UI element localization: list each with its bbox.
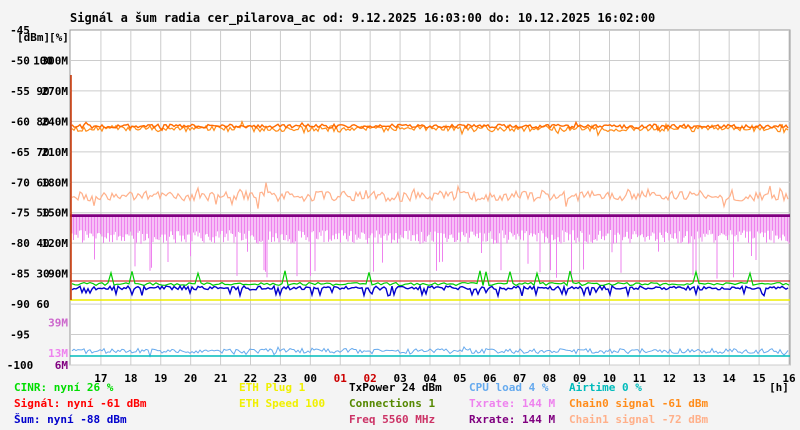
x-tick: 03 bbox=[393, 372, 406, 385]
x-tick: 16 bbox=[782, 372, 796, 385]
x-tick: 19 bbox=[154, 372, 167, 385]
x-tick: 02 bbox=[364, 372, 377, 385]
x-tick: 06 bbox=[483, 372, 497, 385]
series-cpu-load bbox=[71, 345, 789, 358]
legend-item: Rxrate: 144 M bbox=[469, 413, 556, 426]
x-tick: 18 bbox=[124, 372, 137, 385]
y-tick-pct: 60 bbox=[36, 176, 49, 189]
y-tick-dbm: -100 bbox=[7, 359, 34, 372]
y-tick-dbm: -55 bbox=[10, 85, 30, 98]
y-tick-rate: 13M bbox=[48, 347, 68, 360]
y-tick-rate: 240M bbox=[42, 115, 69, 128]
legend-item: Connections 1 bbox=[349, 397, 436, 410]
x-tick: 17 bbox=[94, 372, 107, 385]
y-tick-rate: 6M bbox=[55, 359, 69, 372]
x-tick: 01 bbox=[334, 372, 348, 385]
legend-item: CPU load 4 % bbox=[469, 381, 549, 394]
y-tick-rate: 180M bbox=[42, 176, 69, 189]
x-tick: 10 bbox=[603, 372, 616, 385]
x-tick: 13 bbox=[693, 372, 706, 385]
x-tick: 23 bbox=[274, 372, 287, 385]
legend-item: ETH Speed 100 bbox=[239, 397, 326, 410]
legend-item: Chain1 signal -72 dBm bbox=[569, 413, 709, 426]
legend-item: Chain0 signal -61 dBm bbox=[569, 397, 709, 410]
legend-item: CINR: nyní 26 % bbox=[14, 381, 114, 394]
x-tick: 07 bbox=[513, 372, 526, 385]
x-tick: 11 bbox=[633, 372, 647, 385]
y-unit-pct: [%] bbox=[49, 31, 69, 44]
y-tick-pct: 30 bbox=[36, 268, 49, 281]
y-tick-rate: 90M bbox=[48, 268, 68, 281]
y-tick-pct: 40 bbox=[36, 237, 49, 250]
x-tick: 00 bbox=[304, 372, 317, 385]
legend-item: Šum: nyní -88 dBm bbox=[14, 413, 127, 426]
y-tick-dbm: -75 bbox=[10, 207, 30, 220]
x-tick: 22 bbox=[244, 372, 257, 385]
y-tick-pct: 90 bbox=[36, 85, 49, 98]
x-tick: 05 bbox=[453, 372, 466, 385]
y-tick-rate: 39M bbox=[48, 316, 68, 329]
y-tick-rate: 270M bbox=[42, 85, 69, 98]
legend-item: TxPower 24 dBm bbox=[349, 381, 442, 394]
y-tick-dbm: -85 bbox=[10, 268, 30, 281]
y-tick-pct: 70 bbox=[36, 146, 49, 159]
y-tick-dbm: -65 bbox=[10, 146, 30, 159]
legend-item: Txrate: 144 M bbox=[469, 397, 556, 410]
series-chain1-signal bbox=[71, 182, 789, 209]
y-tick-rate: 150M bbox=[42, 207, 69, 220]
y-tick-rate: 300M bbox=[42, 54, 69, 67]
y-tick-pct: 50 bbox=[36, 207, 49, 220]
y-tick-pct: 100 bbox=[33, 54, 53, 67]
legend-item: Airtime 0 % bbox=[569, 381, 642, 394]
x-tick: 15 bbox=[752, 372, 765, 385]
series-sign-l bbox=[71, 120, 789, 132]
x-tick: 20 bbox=[184, 372, 197, 385]
y-tick-dbm: -95 bbox=[10, 329, 30, 342]
series-sum bbox=[71, 284, 789, 299]
y-tick-dbm: -90 bbox=[10, 298, 30, 311]
y-tick-dbm: -60 bbox=[10, 115, 30, 128]
x-tick: 04 bbox=[423, 372, 437, 385]
legend-item: Freq 5560 MHz bbox=[349, 413, 436, 426]
y-tick-dbm: -70 bbox=[10, 176, 30, 189]
chart-title: Signál a šum radia cer_pilarova_ac od: 9… bbox=[70, 11, 656, 25]
y-tick-rate: 120M bbox=[42, 237, 69, 250]
y-tick-pct: 80 bbox=[36, 115, 49, 128]
y-tick-pct: 60 bbox=[36, 298, 49, 311]
series-cinr bbox=[71, 269, 790, 287]
x-unit: [h] bbox=[769, 381, 789, 394]
series-txrate bbox=[71, 217, 790, 279]
y-tick-dbm: -50 bbox=[10, 54, 30, 67]
legend-item: Signál: nyní -61 dBm bbox=[14, 397, 147, 410]
x-tick: 09 bbox=[573, 372, 586, 385]
y-tick-rate: 210M bbox=[42, 146, 69, 159]
legend-item: ETH Plug 1 bbox=[239, 381, 306, 394]
x-tick: 08 bbox=[543, 372, 556, 385]
y-top-value: -45 bbox=[10, 24, 30, 37]
y-unit-dbm: [dBm] bbox=[17, 31, 50, 44]
x-tick: 12 bbox=[663, 372, 676, 385]
x-tick: 21 bbox=[214, 372, 228, 385]
y-tick-dbm: -80 bbox=[10, 237, 30, 250]
x-tick: 14 bbox=[723, 372, 737, 385]
